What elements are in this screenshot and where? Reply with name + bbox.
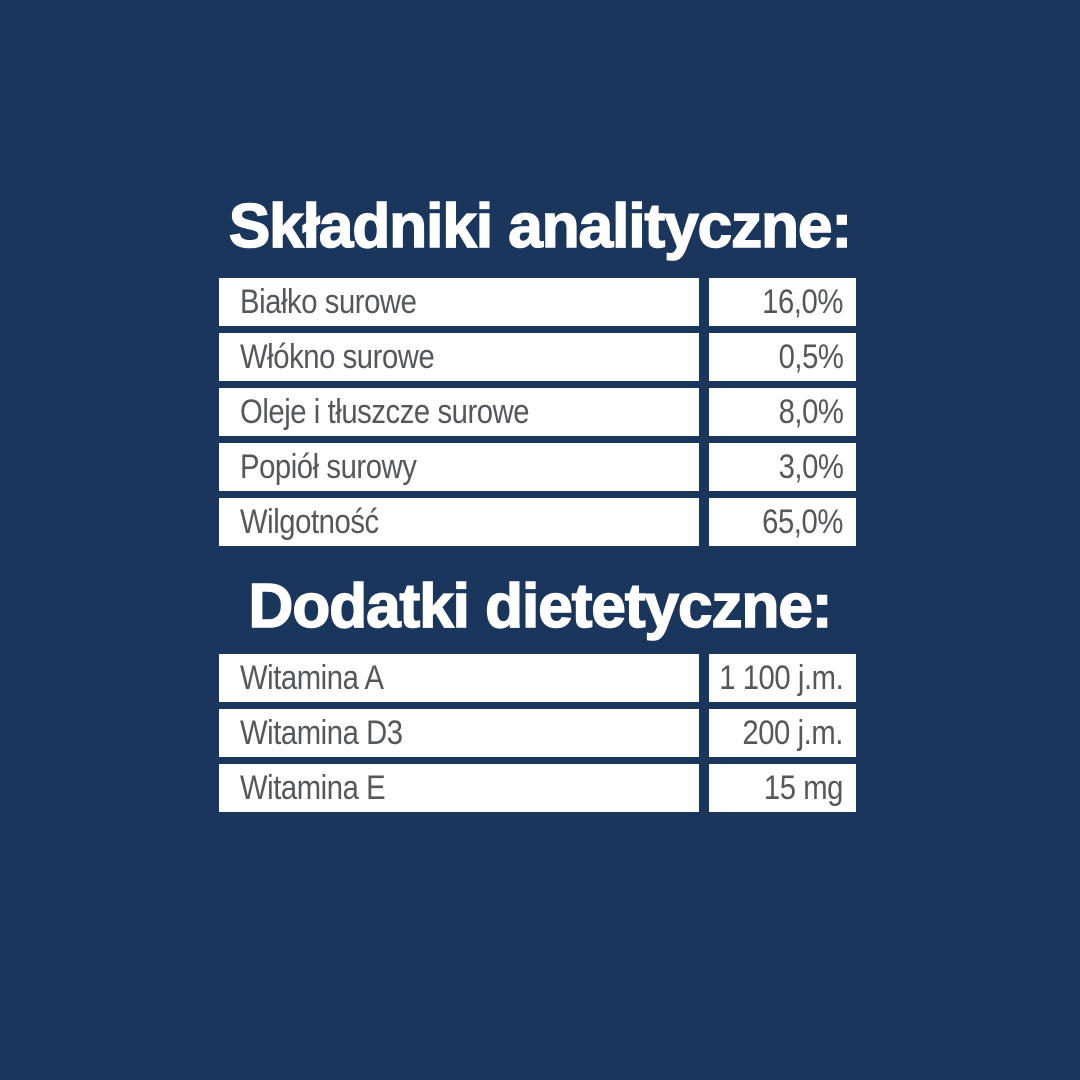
table-row: Oleje i tłuszcze surowe 8,0%: [219, 388, 856, 436]
dietary-additives-table: Witamina A 1 100 j.m. Witamina D3 200 j.…: [219, 654, 856, 812]
row-label: Witamina D3: [219, 709, 699, 757]
row-value: 0,5%: [709, 333, 856, 381]
row-value: 8,0%: [709, 388, 856, 436]
table-row: Wilgotność 65,0%: [219, 498, 856, 546]
row-label: Oleje i tłuszcze surowe: [219, 388, 699, 436]
row-label: Witamina E: [219, 764, 699, 812]
table-row: Witamina E 15 mg: [219, 764, 856, 812]
analytical-constituents-title: Składniki analityczne:: [228, 192, 853, 261]
row-label: Witamina A: [219, 654, 699, 702]
row-value: 16,0%: [709, 278, 856, 326]
row-label: Białko surowe: [219, 278, 699, 326]
row-value: 3,0%: [709, 443, 856, 491]
dietary-additives-title: Dodatki dietetyczne:: [248, 572, 834, 641]
row-value: 1 100 j.m.: [709, 654, 856, 702]
analytical-constituents-table: Białko surowe 16,0% Włókno surowe 0,5% O…: [219, 278, 856, 546]
row-label: Wilgotność: [219, 498, 699, 546]
row-label: Popiół surowy: [219, 443, 699, 491]
table-row: Białko surowe 16,0%: [219, 278, 856, 326]
row-label: Włókno surowe: [219, 333, 699, 381]
table-row: Witamina A 1 100 j.m.: [219, 654, 856, 702]
table-row: Włókno surowe 0,5%: [219, 333, 856, 381]
table-row: Popiół surowy 3,0%: [219, 443, 856, 491]
row-value: 65,0%: [709, 498, 856, 546]
row-value: 200 j.m.: [709, 709, 856, 757]
table-row: Witamina D3 200 j.m.: [219, 709, 856, 757]
row-value: 15 mg: [709, 764, 856, 812]
